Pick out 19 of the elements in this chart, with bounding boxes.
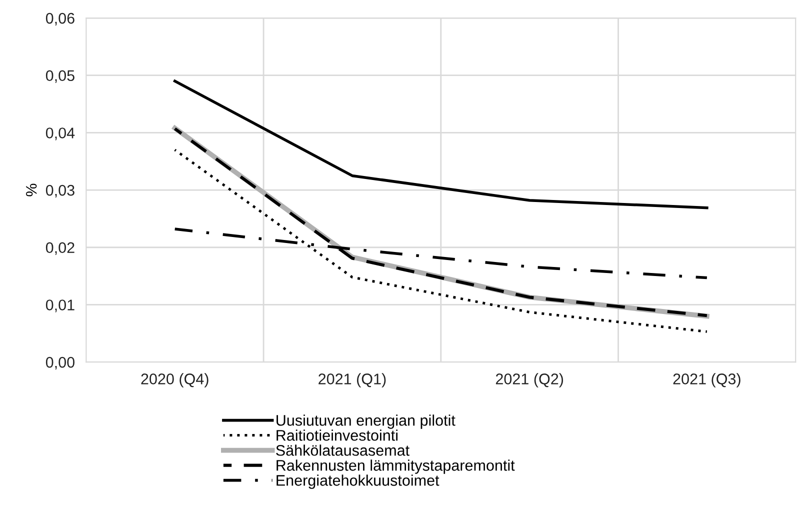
y-axis-title: % [26, 184, 37, 196]
x-tick-label: 2021 (Q2) [496, 373, 564, 388]
y-tick-label: 0,03 [46, 184, 74, 198]
y-tick-label: 0,00 [46, 356, 74, 370]
x-tick-label: 2021 (Q3) [673, 373, 740, 388]
line-series [174, 148, 708, 333]
x-tick-label: 2020 (Q4) [141, 373, 208, 388]
y-tick-label: 0,01 [46, 300, 74, 312]
x-tick-label: 2021 (Q1) [318, 373, 386, 388]
legend-label: Raitiotieinvestointi [276, 430, 398, 441]
y-tick-label: 0,05 [46, 70, 74, 83]
line-series [173, 80, 708, 210]
y-tick-label: 0,06 [46, 12, 74, 26]
y-tick-label: 0,02 [46, 242, 74, 255]
legend-label: Uusiutuvan energian pilotit [276, 414, 456, 429]
legend-label: Sähkölatausasemat [276, 444, 410, 456]
legend-label: Rakennusten lämmitystaparemontit [276, 460, 515, 474]
y-tick-label: 0,04 [46, 128, 75, 140]
legend-label: Energiatehokkuustoimet [276, 474, 440, 489]
